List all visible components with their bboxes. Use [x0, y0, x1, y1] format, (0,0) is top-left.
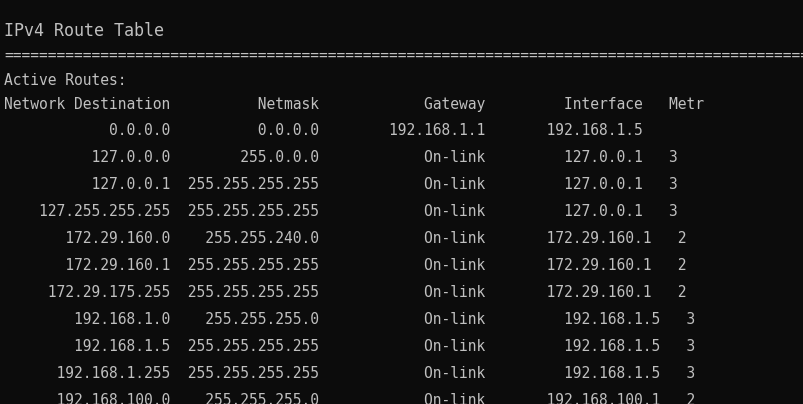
- Text: 127.0.0.1  255.255.255.255            On-link         127.0.0.1   3: 127.0.0.1 255.255.255.255 On-link 127.0.…: [4, 177, 677, 192]
- Text: 127.0.0.0        255.0.0.0            On-link         127.0.0.1   3: 127.0.0.0 255.0.0.0 On-link 127.0.0.1 3: [4, 150, 677, 165]
- Text: 0.0.0.0          0.0.0.0        192.168.1.1       192.168.1.5: 0.0.0.0 0.0.0.0 192.168.1.1 192.168.1.5: [4, 123, 642, 138]
- Text: 172.29.160.1  255.255.255.255            On-link       172.29.160.1   2: 172.29.160.1 255.255.255.255 On-link 172…: [4, 258, 686, 273]
- Text: 172.29.160.0    255.255.240.0            On-link       172.29.160.1   2: 172.29.160.0 255.255.240.0 On-link 172.2…: [4, 231, 686, 246]
- Text: 192.168.100.0    255.255.255.0            On-link       192.168.100.1   2: 192.168.100.0 255.255.255.0 On-link 192.…: [4, 393, 695, 404]
- Text: 192.168.1.0    255.255.255.0            On-link         192.168.1.5   3: 192.168.1.0 255.255.255.0 On-link 192.16…: [4, 312, 695, 327]
- Text: 172.29.175.255  255.255.255.255            On-link       172.29.160.1   2: 172.29.175.255 255.255.255.255 On-link 1…: [4, 285, 686, 300]
- Text: 192.168.1.5  255.255.255.255            On-link         192.168.1.5   3: 192.168.1.5 255.255.255.255 On-link 192.…: [4, 339, 695, 354]
- Text: IPv4 Route Table: IPv4 Route Table: [4, 22, 164, 40]
- Text: Active Routes:: Active Routes:: [4, 73, 126, 88]
- Text: 192.168.1.255  255.255.255.255            On-link         192.168.1.5   3: 192.168.1.255 255.255.255.255 On-link 19…: [4, 366, 695, 381]
- Text: ================================================================================: ========================================…: [4, 48, 803, 63]
- Text: 127.255.255.255  255.255.255.255            On-link         127.0.0.1   3: 127.255.255.255 255.255.255.255 On-link …: [4, 204, 677, 219]
- Text: Network Destination          Netmask            Gateway         Interface   Metr: Network Destination Netmask Gateway Inte…: [4, 97, 703, 112]
